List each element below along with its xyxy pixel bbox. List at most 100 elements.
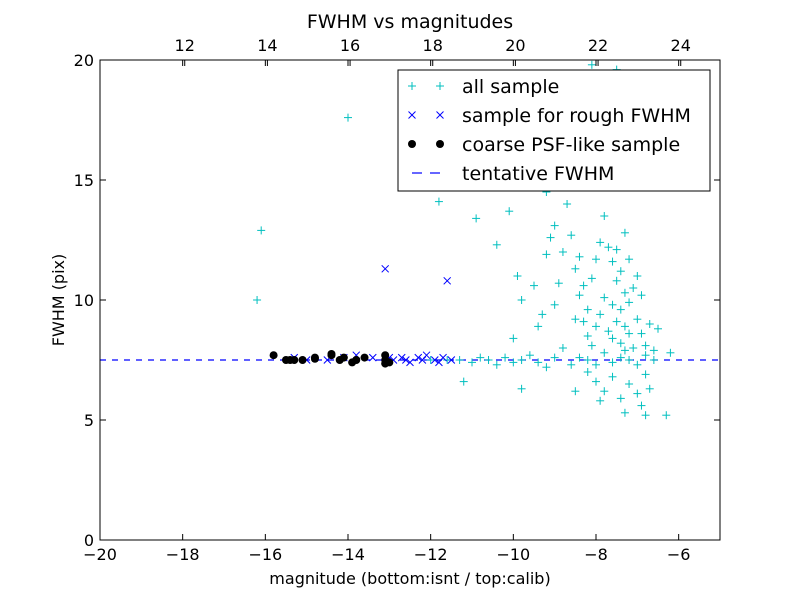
left-axis: 0 5 10 15 20 [74, 51, 720, 550]
legend-entry: tentative FWHM [412, 163, 614, 185]
data-point [629, 344, 638, 352]
data-point [645, 320, 654, 328]
data-point [662, 411, 671, 420]
data-point [550, 300, 559, 309]
data-point [253, 296, 262, 304]
chart-title: FWHM vs magnitudes [307, 11, 513, 33]
legend-label: tentative FWHM [462, 163, 614, 185]
legend-marker [408, 140, 416, 148]
legend-marker [436, 111, 444, 119]
top-x-tick-label: 18 [423, 36, 443, 55]
x-tick-label: −8 [584, 545, 608, 564]
data-point [571, 387, 580, 396]
x-tick-label: −14 [331, 545, 365, 564]
legend-label: coarse PSF-like sample [462, 134, 680, 156]
data-point [550, 353, 559, 362]
data-point [641, 411, 650, 420]
data-point [517, 296, 526, 304]
data-point [530, 281, 538, 290]
data-point [443, 356, 452, 364]
data-point [426, 356, 435, 364]
data-point [579, 281, 588, 290]
data-point [567, 360, 576, 369]
data-point [649, 346, 658, 355]
data-point [339, 353, 348, 362]
data-point [637, 329, 646, 338]
data-point [534, 322, 543, 331]
data-point [381, 264, 390, 273]
data-point [430, 356, 439, 364]
data-point [352, 356, 361, 364]
top-x-tick-label: 24 [671, 36, 691, 55]
data-point [600, 293, 609, 302]
data-point [509, 358, 518, 367]
data-point [608, 257, 617, 266]
data-point [604, 243, 613, 252]
data-point [633, 272, 642, 280]
data-point [484, 356, 493, 364]
x-axis-label: magnitude (bottom:isnt / top:calib) [269, 569, 550, 588]
data-point [600, 348, 609, 357]
data-point [625, 356, 634, 364]
data-point [414, 353, 423, 362]
data-point [509, 334, 518, 343]
data-point [579, 317, 588, 326]
data-point [596, 310, 605, 319]
data-point [542, 363, 551, 372]
data-point [608, 334, 617, 343]
data-point [596, 238, 605, 247]
data-point [637, 401, 646, 410]
data-point [645, 384, 654, 393]
data-point [583, 356, 592, 364]
legend-entry: coarse PSF-like sample [408, 134, 680, 156]
top-x-tick-label: 16 [340, 36, 360, 55]
y-tick-label: 10 [74, 291, 94, 310]
y-tick-label: 0 [84, 531, 94, 550]
x-tick-label: −20 [83, 545, 117, 564]
data-point [583, 305, 592, 314]
data-point [542, 250, 551, 259]
data-point [587, 274, 596, 283]
data-point [406, 358, 414, 367]
y-tick-label: 20 [74, 51, 94, 70]
data-point [616, 339, 625, 348]
y-tick-label: 5 [84, 411, 94, 430]
data-point [443, 276, 452, 285]
data-point [546, 233, 555, 242]
data-point [608, 358, 617, 367]
data-point [554, 279, 563, 288]
top-x-tick-label: 12 [175, 36, 195, 55]
data-point [257, 226, 266, 235]
data-point [620, 288, 629, 297]
data-point [563, 200, 572, 208]
data-point [608, 372, 617, 381]
data-point [587, 60, 596, 69]
data-point [649, 356, 658, 364]
data-point [620, 228, 629, 237]
legend-entry: sample for rough FWHM [408, 105, 691, 127]
plot-area [100, 60, 720, 420]
data-point [620, 408, 629, 417]
plot-marks [100, 60, 720, 420]
y-tick-label: 15 [74, 171, 94, 190]
series-x [290, 264, 456, 367]
data-point [534, 358, 543, 367]
data-point [625, 380, 634, 388]
data-point [492, 360, 501, 369]
data-point [434, 197, 443, 206]
data-point [592, 360, 600, 369]
data-point [459, 377, 468, 386]
data-point [525, 351, 534, 360]
bottom-axis: −20 −18 −16 −14 −12 −10 −8 −6 [83, 60, 690, 564]
data-point [558, 344, 567, 352]
data-point [641, 341, 650, 350]
x-tick-label: −12 [414, 545, 448, 564]
data-point [290, 356, 299, 364]
legend-entry: all sample [408, 76, 559, 98]
data-point [633, 389, 642, 398]
data-point [575, 252, 584, 261]
data-point [567, 231, 576, 240]
data-point [583, 332, 592, 340]
data-point [344, 113, 352, 122]
x-tick-label: −18 [166, 545, 200, 564]
